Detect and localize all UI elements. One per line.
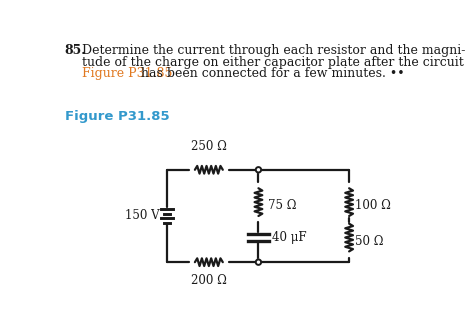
Text: has been connected for a few minutes. ••: has been connected for a few minutes. •• xyxy=(137,67,404,80)
Text: 200 Ω: 200 Ω xyxy=(191,274,227,287)
Text: 150 V: 150 V xyxy=(124,210,159,223)
Circle shape xyxy=(256,167,261,172)
Text: Determine the current through each resistor and the magni-: Determine the current through each resis… xyxy=(82,44,465,57)
Text: Figure P31.85: Figure P31.85 xyxy=(65,110,169,123)
Circle shape xyxy=(256,260,261,265)
Text: 250 Ω: 250 Ω xyxy=(191,140,227,153)
Text: 40 μF: 40 μF xyxy=(272,231,307,244)
Text: 85.: 85. xyxy=(64,44,86,57)
Text: 75 Ω: 75 Ω xyxy=(268,200,296,213)
Text: 50 Ω: 50 Ω xyxy=(355,235,384,248)
Text: Figure P31.85: Figure P31.85 xyxy=(82,67,172,80)
Text: tude of the charge on either capacitor plate after the circuit in: tude of the charge on either capacitor p… xyxy=(82,56,468,69)
Text: 100 Ω: 100 Ω xyxy=(355,200,391,213)
